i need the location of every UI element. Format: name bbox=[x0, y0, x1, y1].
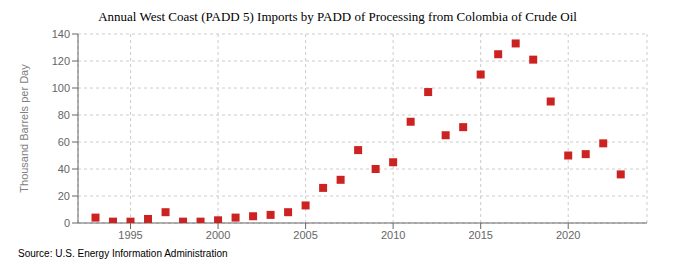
svg-text:100: 100 bbox=[52, 82, 70, 94]
html-text:Source: U.S. Energy Informatio: Source: U.S. Energy Information Administ… bbox=[18, 248, 228, 259]
svg-text:40: 40 bbox=[58, 163, 70, 175]
svg-text:1995: 1995 bbox=[118, 229, 142, 241]
svg-text:2010: 2010 bbox=[381, 229, 405, 241]
svg-text:20: 20 bbox=[58, 190, 70, 202]
svg-text:2015: 2015 bbox=[468, 229, 492, 241]
svg-text:2020: 2020 bbox=[556, 229, 580, 241]
svg-text:60: 60 bbox=[58, 136, 70, 148]
svg-text:Thousand Barrels per Day: Thousand Barrels per Day bbox=[18, 64, 30, 193]
svg-text:2005: 2005 bbox=[293, 229, 317, 241]
svg-text:2000: 2000 bbox=[206, 229, 230, 241]
svg-text:140: 140 bbox=[52, 28, 70, 40]
html-text:Annual West Coast (PADD 5) Imp: Annual West Coast (PADD 5) Imports by PA… bbox=[98, 9, 577, 24]
svg-text:0: 0 bbox=[64, 217, 70, 229]
svg-text:80: 80 bbox=[58, 109, 70, 121]
svg-text:120: 120 bbox=[52, 55, 70, 67]
